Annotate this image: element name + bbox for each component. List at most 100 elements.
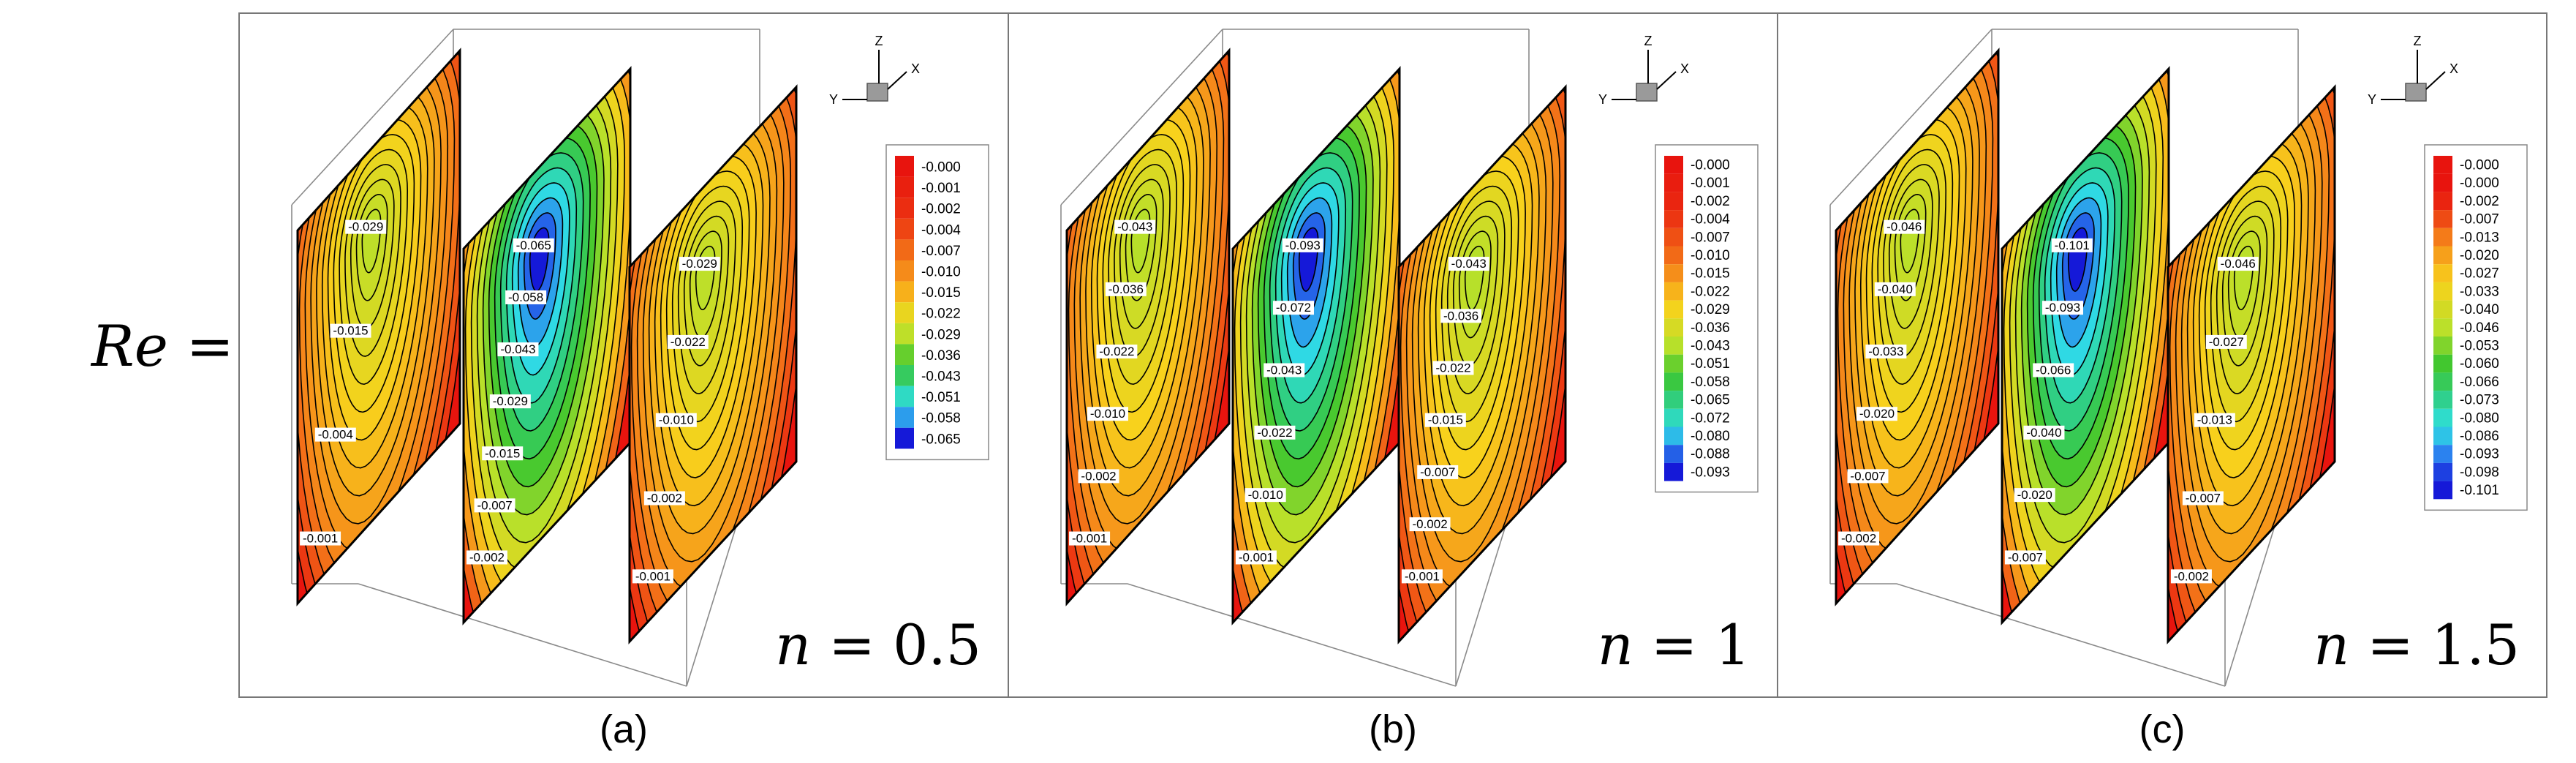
legend-swatch	[1664, 192, 1683, 211]
legend-swatch	[1664, 264, 1683, 282]
contour-label-text: -0.022	[1435, 361, 1470, 375]
contour-label: -0.002	[1409, 517, 1451, 532]
contour-label-text: -0.043	[1451, 257, 1487, 271]
param-label: n = 1	[1598, 612, 1750, 677]
legend-swatch	[2433, 445, 2452, 463]
contour-label-text: -0.033	[1868, 345, 1903, 358]
legend-swatch	[1664, 210, 1683, 228]
param-var: n	[775, 612, 811, 677]
legend-level: -0.022	[921, 307, 961, 322]
contour-label-text: -0.020	[1859, 407, 1895, 421]
slice-outline	[1835, 48, 2000, 606]
param-label: n = 0.5	[775, 612, 981, 677]
contour-label-text: -0.015	[1428, 413, 1463, 427]
contour-label-text: -0.046	[2221, 257, 2256, 271]
legend-swatch	[1664, 246, 1683, 265]
triad-x-axis	[1656, 71, 1677, 90]
contour-label: -0.022	[1432, 361, 1474, 375]
contour-label-text: -0.040	[1878, 282, 1913, 296]
contour-label-text: -0.002	[1081, 469, 1116, 483]
legend: -0.000 -0.001 -0.002 -0.004 -0.007 -0.010 -0.0…	[1655, 144, 1759, 493]
triad-x-label: X	[2450, 61, 2458, 76]
panel-1: -0.029-0.015-0.004-0.001-0.065-0.058-0.0…	[238, 12, 1009, 751]
legend-level: -0.065	[1691, 393, 1730, 408]
legend-level: -0.033	[2460, 284, 2499, 299]
legend-swatch	[1664, 300, 1683, 319]
row-label: Re = 1	[90, 314, 288, 380]
contour-label-text: -0.002	[1412, 517, 1447, 531]
slice-outline	[1397, 84, 1567, 644]
legend-swatch	[2433, 391, 2452, 409]
legend-level: -0.029	[1691, 302, 1730, 317]
contour-label: -0.001	[632, 569, 673, 584]
panel-caption: (c)	[2139, 707, 2186, 751]
legend-level: -0.027	[2460, 266, 2499, 282]
row-label-eq: =	[168, 314, 252, 380]
param-var: n	[2314, 612, 2349, 677]
legend-swatch	[895, 198, 914, 219]
contour-label-text: -0.001	[1239, 550, 1274, 564]
legend-swatch	[2433, 282, 2452, 301]
contour-label: -0.002	[466, 550, 507, 565]
legend-level: -0.093	[1691, 465, 1730, 480]
legend-level: -0.043	[1691, 339, 1730, 354]
contour-label: -0.007	[1417, 465, 1459, 479]
contour-label-text: -0.004	[318, 428, 353, 442]
legend-swatch	[2433, 462, 2452, 481]
contour-label-text: -0.043	[1266, 364, 1302, 377]
slice-outline	[296, 48, 461, 606]
contour-label: -0.015	[330, 323, 371, 338]
contour-label-text: -0.029	[682, 257, 717, 271]
contour-label: -0.040	[2023, 425, 2065, 440]
contour-label: -0.046	[1884, 219, 1925, 234]
contour-label: -0.001	[1401, 569, 1443, 584]
axis-triad: Z X Y	[1598, 34, 1689, 107]
contour-label: -0.033	[1865, 345, 1907, 359]
legend-level: -0.002	[921, 202, 961, 217]
contour-label-text: -0.036	[1108, 282, 1144, 296]
triad-y-label: Y	[2368, 92, 2376, 107]
contour-label: -0.015	[1424, 413, 1466, 427]
param-label: n = 1.5	[2314, 612, 2520, 677]
panel-caption: (a)	[600, 707, 648, 751]
legend-swatch	[2433, 408, 2452, 427]
contour-label: -0.101	[2051, 238, 2093, 252]
legend-level: -0.000	[921, 159, 961, 175]
contour-label: -0.004	[314, 427, 356, 442]
legend-level: -0.022	[1691, 284, 1730, 299]
legend-level: -0.000	[2460, 158, 2499, 173]
legend-swatch	[2433, 156, 2452, 174]
legend-swatch	[2433, 426, 2452, 446]
panels: -0.029-0.015-0.004-0.001-0.065-0.058-0.0…	[238, 12, 2547, 751]
legend-swatch	[1664, 282, 1683, 301]
contour-label: -0.010	[655, 413, 697, 427]
contour-label-text: -0.007	[2008, 550, 2043, 564]
box-edge	[358, 583, 687, 687]
contour-label: -0.043	[497, 342, 539, 357]
legend-level: -0.001	[921, 181, 961, 196]
contour-label: -0.043	[1114, 219, 1156, 234]
legend-level: -0.004	[921, 222, 961, 238]
triad-z-label: Z	[875, 34, 883, 48]
contour-label-text: -0.002	[1841, 532, 1876, 546]
contour-label-text: -0.007	[2186, 492, 2221, 505]
contour-label: -0.002	[2170, 569, 2212, 584]
contour-label-text: -0.022	[1257, 426, 1292, 440]
contour-label: -0.010	[1087, 407, 1128, 421]
legend-level: -0.007	[921, 244, 961, 259]
legend-swatch	[2433, 173, 2452, 192]
legend-swatch	[1664, 228, 1683, 247]
legend-swatch	[1664, 318, 1683, 337]
box-edge	[1829, 29, 1993, 206]
contour-label-text: -0.029	[493, 394, 528, 408]
param-eq: =	[1633, 612, 1715, 677]
contour-label-text: -0.002	[469, 550, 505, 564]
legend-swatch	[895, 260, 914, 282]
triad-cube	[2405, 83, 2427, 102]
triad-cube	[866, 83, 888, 102]
legend-swatch	[1664, 354, 1683, 373]
contour-label: -0.043	[1264, 363, 1305, 377]
legend-level: -0.002	[1691, 194, 1730, 209]
legend-level: -0.086	[2460, 429, 2499, 444]
